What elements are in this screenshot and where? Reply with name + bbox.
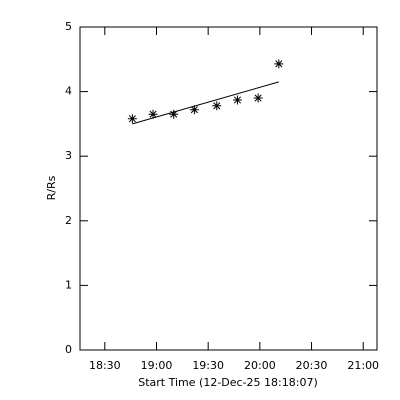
y-tick-label: 5: [65, 20, 72, 33]
data-point: [232, 95, 242, 105]
x-tick-label: 18:30: [89, 359, 121, 372]
data-point: [189, 105, 199, 115]
x-tick-label: 20:00: [244, 359, 276, 372]
x-tick-label: 19:00: [141, 359, 173, 372]
data-point: [274, 59, 284, 69]
plot-frame: [79, 26, 378, 351]
data-point: [169, 109, 179, 119]
data-point: [127, 114, 137, 124]
x-tick-label: 21:00: [347, 359, 379, 372]
y-tick-label: 4: [65, 85, 72, 98]
y-tick-label: 1: [65, 278, 72, 291]
y-axis-label: R/Rs: [45, 175, 58, 200]
data-point: [148, 109, 158, 119]
data-point: [212, 101, 222, 111]
y-tick-label: 3: [65, 149, 72, 162]
x-tick-label: 20:30: [296, 359, 328, 372]
data-point: [253, 93, 263, 103]
fit-line: [132, 81, 279, 125]
y-tick-label: 2: [65, 214, 72, 227]
x-tick-label: 19:30: [192, 359, 224, 372]
y-tick-label: 0: [65, 343, 72, 356]
x-axis-label: Start Time (12-Dec-25 18:18:07): [138, 376, 318, 389]
